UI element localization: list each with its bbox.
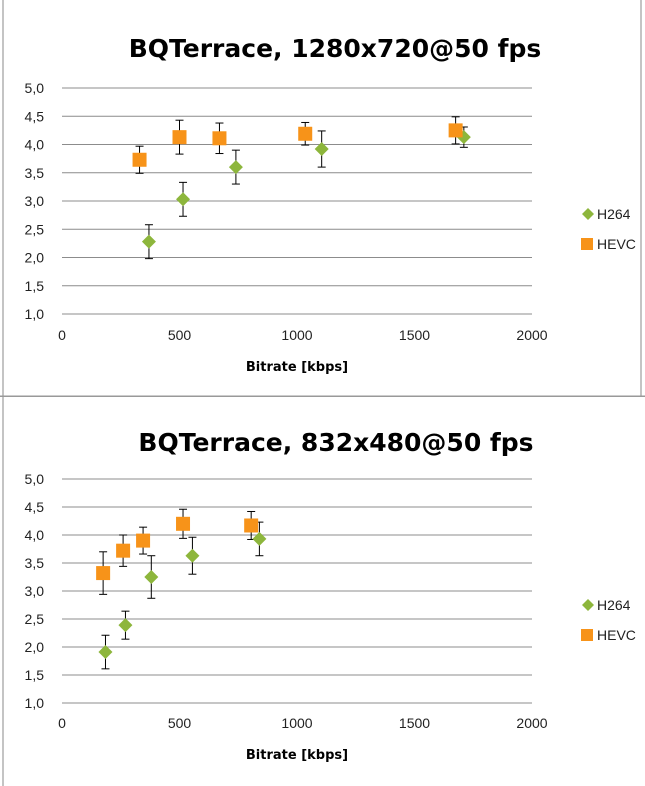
- y-tick-label: 3,0: [25, 583, 45, 599]
- x-tick-label: 1500: [399, 327, 430, 343]
- legend: H264 HEVC: [581, 597, 636, 643]
- scatter-chart-1280x720: BQTerrace, 1280x720@50 fps Bitrate [kbps…: [0, 0, 645, 397]
- y-tick-label: 3,5: [25, 555, 45, 571]
- legend-marker-hevc: [581, 629, 593, 641]
- y-tick-label: 3,5: [25, 165, 45, 181]
- data-point-hevc: [172, 130, 187, 145]
- y-tick-label: 5,0: [25, 80, 45, 96]
- x-tick-label: 1000: [281, 715, 312, 731]
- x-tick-label: 500: [168, 715, 192, 731]
- x-tick-label: 1500: [399, 715, 430, 731]
- x-tick-label: 0: [58, 715, 66, 731]
- y-tick-label: 2,5: [25, 611, 45, 627]
- data-point-hevc: [136, 533, 151, 548]
- data-point-hevc: [176, 516, 191, 531]
- y-tick-label: 4,5: [25, 499, 45, 515]
- y-tick-label: 2,0: [25, 250, 45, 266]
- chart-panel-1280x720: BQTerrace, 1280x720@50 fps Bitrate [kbps…: [0, 0, 645, 397]
- chart-panel-832x480: BQTerrace, 832x480@50 fps Bitrate [kbps]…: [0, 397, 645, 786]
- y-tick-label: 2,5: [25, 221, 45, 237]
- y-tick-label: 3,0: [25, 193, 45, 209]
- y-tick-label: 1,5: [25, 667, 45, 683]
- data-point-h264: [118, 618, 133, 633]
- legend-marker-hevc: [581, 238, 593, 250]
- x-axis-label: Bitrate [kbps]: [246, 748, 348, 763]
- data-point-hevc: [298, 126, 313, 141]
- y-tick-label: 1,0: [25, 306, 45, 322]
- data-point-h264: [176, 192, 191, 207]
- data-point-hevc: [96, 566, 111, 581]
- legend-label-h264: H264: [597, 597, 631, 613]
- data-point-h264: [141, 234, 156, 249]
- data-point-h264: [144, 570, 159, 584]
- data-point-h264: [228, 160, 243, 175]
- x-tick-label: 1000: [281, 327, 312, 343]
- y-tick-label: 5,0: [25, 471, 45, 487]
- y-tick-label: 2,0: [25, 639, 45, 655]
- x-tick-label: 0: [58, 327, 66, 343]
- data-point-h264: [252, 531, 267, 546]
- y-tick-label: 4,5: [25, 108, 45, 124]
- data-point-hevc: [116, 543, 131, 558]
- legend-marker-h264: [582, 208, 594, 220]
- data-point-hevc: [244, 518, 259, 533]
- data-point-hevc: [448, 123, 463, 138]
- plot-area: 1,0 1,5 2,0 2,5 3,0 3,5 4,0 4,5 5,0 0 500 1000 1500 2…: [25, 471, 548, 731]
- data-point-h264: [314, 142, 329, 157]
- chart-title: BQTerrace, 1280x720@50 fps: [129, 34, 542, 63]
- legend: H264 HEVC: [581, 206, 636, 252]
- data-point-hevc: [212, 131, 227, 146]
- y-tick-label: 4,0: [25, 527, 45, 543]
- legend-label-h264: H264: [597, 206, 631, 222]
- y-tick-label: 1,0: [25, 695, 45, 711]
- legend-marker-h264: [582, 599, 594, 611]
- y-tick-label: 1,5: [25, 278, 45, 294]
- data-point-hevc: [132, 152, 147, 167]
- data-point-h264: [185, 548, 200, 563]
- x-tick-label: 2000: [516, 327, 547, 343]
- legend-label-hevc: HEVC: [597, 627, 636, 643]
- legend-label-hevc: HEVC: [597, 236, 636, 252]
- x-axis-label: Bitrate [kbps]: [246, 360, 348, 375]
- plot-area: 1,0 1,5 2,0 2,5 3,0 3,5 4,0 4,5 5,0 0 500 1000 1500 2…: [25, 80, 548, 343]
- y-tick-label: 4,0: [25, 137, 45, 153]
- scatter-chart-832x480: BQTerrace, 832x480@50 fps Bitrate [kbps]…: [2, 397, 636, 786]
- chart-title: BQTerrace, 832x480@50 fps: [138, 428, 533, 457]
- x-tick-label: 500: [168, 327, 192, 343]
- x-tick-label: 2000: [516, 715, 547, 731]
